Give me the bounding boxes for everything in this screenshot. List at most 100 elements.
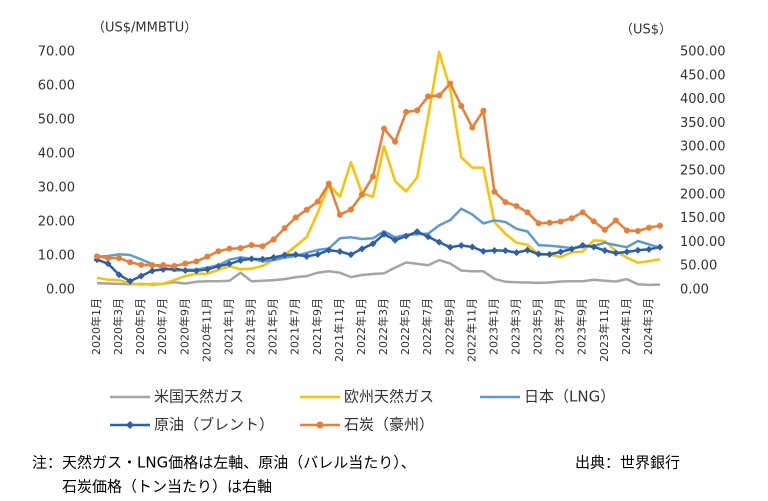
- point: [336, 211, 343, 218]
- x-tick-label: 2022年1月: [354, 298, 368, 355]
- y2-tick-label: 100.00: [680, 235, 726, 250]
- x-tick-label: 2022年11月: [464, 298, 478, 362]
- point: [182, 260, 189, 267]
- x-tick-label: 2023年1月: [486, 298, 500, 355]
- point: [546, 219, 553, 226]
- point: [402, 232, 410, 240]
- point: [634, 246, 642, 254]
- x-tick-label: 2023年11月: [597, 298, 611, 362]
- point: [237, 256, 245, 264]
- legend-label: 欧州天然ガス: [344, 388, 434, 406]
- x-tick-label: 2023年7月: [553, 298, 567, 355]
- x-tick-label: 2024年3月: [641, 298, 655, 355]
- x-tick-label: 2021年1月: [221, 298, 235, 355]
- point: [612, 217, 619, 224]
- series-line: [96, 230, 661, 283]
- point: [524, 209, 531, 216]
- point: [314, 198, 321, 205]
- point: [126, 277, 134, 285]
- point: [634, 227, 641, 234]
- point: [336, 248, 344, 256]
- x-tick-label: 2021年11月: [332, 298, 346, 362]
- point: [535, 250, 543, 258]
- y2-tick-label: 450.00: [680, 68, 726, 83]
- point: [623, 227, 630, 234]
- point: [347, 206, 354, 213]
- point: [303, 252, 311, 260]
- y2-tick-label: 200.00: [680, 187, 726, 202]
- x-tick-label: 2022年5月: [398, 298, 412, 355]
- y-tick-label: 40.00: [38, 147, 75, 162]
- point: [127, 259, 134, 266]
- note: 注：天然ガス・LNG価格は左軸、原油（バレル当たり）、: [32, 454, 416, 472]
- point: [579, 241, 587, 249]
- point: [225, 260, 233, 268]
- point: [171, 263, 178, 270]
- point: [425, 93, 432, 100]
- x-tick-label: 2020年9月: [177, 298, 191, 355]
- y-tick-label: 60.00: [38, 79, 75, 94]
- x-tick-label: 2020年5月: [133, 298, 147, 355]
- point: [656, 243, 664, 251]
- point: [181, 267, 189, 275]
- point: [248, 255, 256, 263]
- point: [381, 125, 388, 132]
- point: [137, 272, 145, 280]
- point: [160, 262, 167, 269]
- x-tick-label: 2020年1月: [89, 298, 103, 355]
- point: [159, 265, 167, 273]
- point: [248, 242, 255, 249]
- point: [479, 247, 487, 255]
- y2-axis-label: （US$）: [620, 23, 672, 38]
- point: [535, 220, 542, 227]
- point: [480, 107, 487, 114]
- point: [612, 249, 620, 257]
- point: [623, 248, 631, 256]
- point: [325, 180, 332, 187]
- y2-tick-label: 400.00: [680, 92, 726, 107]
- point: [193, 258, 200, 265]
- legend-label: 米国天然ガス: [154, 388, 244, 406]
- point: [292, 251, 300, 259]
- point: [557, 248, 565, 256]
- x-tick-label: 2020年7月: [155, 298, 169, 355]
- point: [347, 251, 355, 259]
- point: [314, 250, 322, 258]
- x-tick-label: 2020年3月: [111, 298, 125, 355]
- point: [446, 243, 454, 251]
- point: [358, 191, 365, 198]
- point: [447, 80, 454, 87]
- y-tick-label: 30.00: [38, 181, 75, 196]
- y-tick-label: 0.00: [46, 283, 75, 298]
- point: [148, 267, 156, 275]
- point: [115, 271, 123, 279]
- point: [413, 228, 421, 236]
- x-tick-label: 2021年9月: [310, 298, 324, 355]
- point: [259, 255, 267, 263]
- point: [469, 124, 476, 131]
- series-line: [96, 258, 661, 287]
- x-tick-label: 2023年9月: [575, 298, 589, 355]
- point: [657, 222, 663, 229]
- x-tick-label: 2022年9月: [442, 298, 456, 355]
- point: [457, 241, 465, 249]
- point: [403, 108, 410, 115]
- legend-label: 原油（ブレント）: [154, 416, 274, 434]
- point: [149, 262, 156, 269]
- point: [512, 249, 520, 257]
- point: [645, 224, 652, 231]
- point: [215, 248, 222, 255]
- point: [601, 247, 609, 255]
- point: [192, 267, 200, 275]
- point: [590, 243, 598, 251]
- y2-tick-label: 300.00: [680, 140, 726, 155]
- y-tick-label: 50.00: [38, 113, 75, 128]
- point: [392, 138, 399, 145]
- point: [104, 260, 112, 268]
- x-tick-label: 2022年7月: [420, 298, 434, 355]
- y-axis-label: （US$/MMBTU）: [92, 21, 197, 36]
- source: 出典：世界銀行: [575, 454, 680, 472]
- point: [458, 103, 465, 110]
- series-line: [96, 50, 661, 286]
